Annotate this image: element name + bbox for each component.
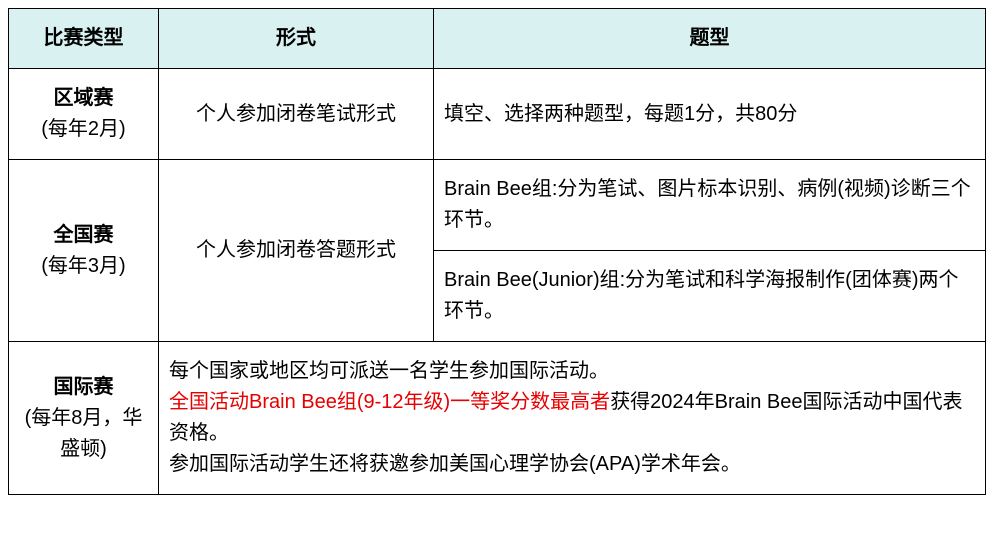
row-national-1: 全国赛 (每年3月) 个人参加闭卷答题形式 Brain Bee组:分为笔试、图片… (9, 160, 986, 251)
row-intl: 国际赛 (每年8月，华盛顿) 每个国家或地区均可派送一名学生参加国际活动。 全国… (9, 342, 986, 495)
intl-type-cell: 国际赛 (每年8月，华盛顿) (9, 342, 159, 495)
regional-form-cell: 个人参加闭卷笔试形式 (159, 69, 434, 160)
header-row: 比赛类型 形式 题型 (9, 9, 986, 69)
regional-type-cell: 区域赛 (每年2月) (9, 69, 159, 160)
intl-line3: 参加国际活动学生还将获邀参加美国心理学协会(APA)学术年会。 (169, 453, 741, 475)
competition-table: 比赛类型 形式 题型 区域赛 (每年2月) 个人参加闭卷笔试形式 填空、选择两种… (8, 8, 986, 495)
intl-q-cell: 每个国家或地区均可派送一名学生参加国际活动。 全国活动Brain Bee组(9-… (159, 342, 986, 495)
national-type-cell: 全国赛 (每年3月) (9, 160, 159, 342)
header-form: 形式 (159, 9, 434, 69)
intl-sub: (每年8月，华盛顿) (19, 403, 148, 465)
national-form-cell: 个人参加闭卷答题形式 (159, 160, 434, 342)
intl-title: 国际赛 (19, 372, 148, 403)
header-question: 题型 (434, 9, 986, 69)
national-sub: (每年3月) (19, 251, 148, 282)
regional-title: 区域赛 (19, 83, 148, 114)
row-regional: 区域赛 (每年2月) 个人参加闭卷笔试形式 填空、选择两种题型，每题1分，共80… (9, 69, 986, 160)
national-q2-cell: Brain Bee(Junior)组:分为笔试和科学海报制作(团体赛)两个环节。 (434, 251, 986, 342)
header-type: 比赛类型 (9, 9, 159, 69)
national-title: 全国赛 (19, 220, 148, 251)
intl-line2-red: 全国活动Brain Bee组(9-12年级)一等奖分数最高者 (169, 391, 610, 413)
regional-q-cell: 填空、选择两种题型，每题1分，共80分 (434, 69, 986, 160)
intl-line1: 每个国家或地区均可派送一名学生参加国际活动。 (169, 360, 609, 382)
regional-sub: (每年2月) (19, 114, 148, 145)
national-q1-cell: Brain Bee组:分为笔试、图片标本识别、病例(视频)诊断三个环节。 (434, 160, 986, 251)
